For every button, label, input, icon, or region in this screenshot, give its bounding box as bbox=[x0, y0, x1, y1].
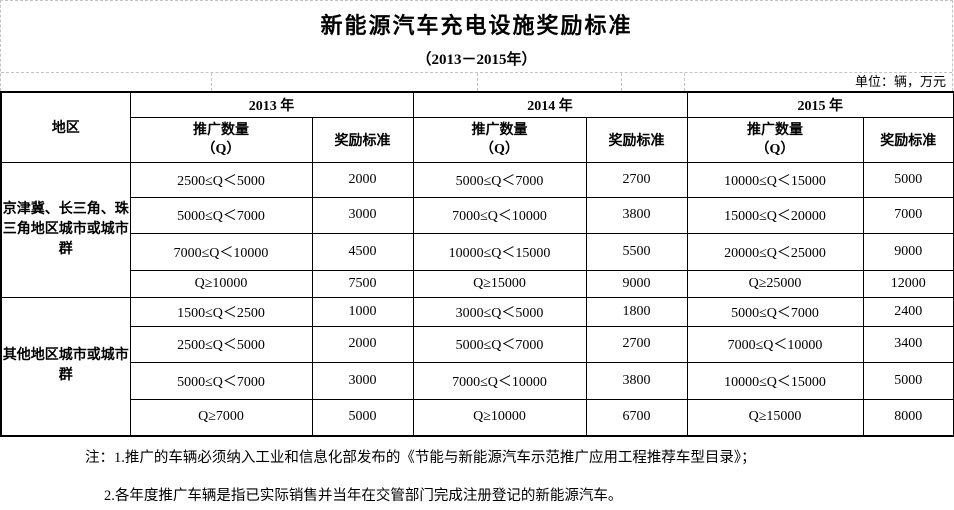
qty-range-cell: 1500≤Q＜2500 bbox=[129, 296, 313, 327]
table-row: 京津冀、长三角、珠三角地区城市或城市群 2500≤Q＜5000 2000 500… bbox=[0, 161, 954, 298]
table-row: Q≥7000 5000 Q≥10000 6700 Q≥15000 8000 bbox=[1, 398, 954, 437]
reward-standard-table: 地区 2013 年 2014 年 2015 年 推广数量 （Q） 奖励标准 推广… bbox=[0, 91, 954, 437]
qty-range-cell: 20000≤Q＜25000 bbox=[686, 232, 864, 271]
year-header-2014: 2014 年 bbox=[412, 91, 688, 118]
qty-header-symbol: （Q） bbox=[480, 141, 519, 157]
table-row: 7000≤Q＜10000 4500 10000≤Q＜15000 5500 200… bbox=[1, 232, 954, 271]
qty-range-cell: 7000≤Q＜10000 bbox=[686, 325, 864, 363]
qty-range-cell: 5000≤Q＜7000 bbox=[412, 161, 587, 198]
region-cell-other-regions: 其他地区城市或城市群 bbox=[0, 296, 131, 437]
qty-range-cell: Q≥15000 bbox=[412, 269, 587, 298]
region-cell-key-regions: 京津冀、长三角、珠三角地区城市或城市群 bbox=[0, 161, 131, 298]
table-row: 2500≤Q＜5000 2000 5000≤Q＜7000 2700 7000≤Q… bbox=[1, 325, 954, 363]
hidden-gridline bbox=[211, 73, 212, 91]
qty-range-cell: 7000≤Q＜10000 bbox=[129, 232, 313, 271]
reward-cell: 1800 bbox=[585, 296, 688, 327]
reward-cell: 3000 bbox=[311, 196, 414, 234]
reward-cell: 5000 bbox=[862, 361, 954, 400]
reward-cell: 2000 bbox=[311, 161, 414, 198]
unit-row: 单位：辆，万元 bbox=[1, 73, 952, 91]
hidden-gridline bbox=[621, 73, 622, 91]
qty-range-cell: Q≥7000 bbox=[129, 398, 313, 437]
qty-header-label: 推广数量 bbox=[471, 122, 528, 138]
reward-header-2014: 奖励标准 bbox=[585, 116, 688, 163]
page-subtitle: （2013－2015年） bbox=[416, 52, 537, 68]
page-title: 新能源汽车充电设施奖励标准 bbox=[320, 13, 633, 38]
reward-cell: 7500 bbox=[311, 269, 414, 298]
reward-cell: 5000 bbox=[311, 398, 414, 437]
reward-cell: 7000 bbox=[862, 196, 954, 234]
qty-range-cell: Q≥10000 bbox=[412, 398, 587, 437]
reward-cell: 2000 bbox=[311, 325, 414, 363]
reward-cell: 2700 bbox=[585, 325, 688, 363]
reward-header-2015: 奖励标准 bbox=[862, 116, 954, 163]
qty-range-cell: Q≥15000 bbox=[686, 398, 864, 437]
reward-header-2013: 奖励标准 bbox=[311, 116, 414, 163]
reward-cell: 8000 bbox=[862, 398, 954, 437]
reward-cell: 2400 bbox=[862, 296, 954, 327]
table-row: 5000≤Q＜7000 3000 7000≤Q＜10000 3800 15000… bbox=[1, 196, 954, 234]
year-header-2015: 2015 年 bbox=[686, 91, 954, 118]
qty-range-cell: 10000≤Q＜15000 bbox=[412, 232, 587, 271]
qty-range-cell: 7000≤Q＜10000 bbox=[412, 361, 587, 400]
reward-cell: 6700 bbox=[585, 398, 688, 437]
reward-cell: 12000 bbox=[862, 269, 954, 298]
footnote-2: 2.各年度推广车辆是指已实际销售并当年在交管部门完成注册登记的新能源汽车。 bbox=[104, 488, 623, 504]
qty-header-2013: 推广数量 （Q） bbox=[129, 116, 313, 163]
qty-range-cell: 5000≤Q＜7000 bbox=[129, 196, 313, 234]
reward-cell: 2700 bbox=[585, 161, 688, 198]
qty-range-cell: Q≥25000 bbox=[686, 269, 864, 298]
qty-header-symbol: （Q） bbox=[201, 141, 241, 157]
qty-header-symbol: （Q） bbox=[755, 141, 795, 157]
title-area: 新能源汽车充电设施奖励标准 （2013－2015年） bbox=[1, 1, 952, 73]
table-row: 其他地区城市或城市群 1500≤Q＜2500 1000 3000≤Q＜5000 … bbox=[0, 296, 954, 437]
qty-range-cell: 7000≤Q＜10000 bbox=[412, 196, 587, 234]
qty-header-label: 推广数量 bbox=[747, 122, 803, 138]
qty-range-cell: 10000≤Q＜15000 bbox=[686, 361, 864, 400]
footnotes: 注：1.推广的车辆必须纳入工业和信息化部发布的《节能与新能源汽车示范推广应用工程… bbox=[0, 449, 954, 505]
reward-cell: 3000 bbox=[311, 361, 414, 400]
year-header-2013: 2013 年 bbox=[129, 91, 414, 118]
reward-cell: 3400 bbox=[862, 325, 954, 363]
reward-cell: 4500 bbox=[311, 232, 414, 271]
title-block: 新能源汽车充电设施奖励标准 （2013－2015年） 单位：辆，万元 bbox=[0, 0, 953, 91]
table-row: 5000≤Q＜7000 3000 7000≤Q＜10000 3800 10000… bbox=[1, 361, 954, 400]
unit-label: 单位：辆，万元 bbox=[854, 74, 946, 89]
qty-range-cell: 2500≤Q＜5000 bbox=[129, 325, 313, 363]
reward-cell: 3800 bbox=[585, 361, 688, 400]
reward-cell: 9000 bbox=[862, 232, 954, 271]
hidden-gridline bbox=[477, 73, 478, 91]
qty-header-2015: 推广数量 （Q） bbox=[686, 116, 864, 163]
qty-range-cell: 15000≤Q＜20000 bbox=[686, 196, 864, 234]
reward-cell: 1000 bbox=[311, 296, 414, 327]
qty-range-cell: 5000≤Q＜7000 bbox=[412, 325, 587, 363]
reward-cell: 3800 bbox=[585, 196, 688, 234]
qty-range-cell: 3000≤Q＜5000 bbox=[412, 296, 587, 327]
qty-range-cell: 5000≤Q＜7000 bbox=[686, 296, 864, 327]
reward-cell: 9000 bbox=[585, 269, 688, 298]
qty-header-2014: 推广数量 （Q） bbox=[412, 116, 587, 163]
reward-cell: 5000 bbox=[862, 161, 954, 198]
qty-range-cell: 2500≤Q＜5000 bbox=[129, 161, 313, 198]
reward-cell: 5500 bbox=[585, 232, 688, 271]
footnote-1: 注：1.推广的车辆必须纳入工业和信息化部发布的《节能与新能源汽车示范推广应用工程… bbox=[85, 450, 756, 466]
qty-header-label: 推广数量 bbox=[193, 122, 249, 138]
qty-range-cell: 10000≤Q＜15000 bbox=[686, 161, 864, 198]
qty-range-cell: Q≥10000 bbox=[129, 269, 313, 298]
table-row: Q≥10000 7500 Q≥15000 9000 Q≥25000 12000 bbox=[1, 269, 954, 298]
region-header: 地区 bbox=[0, 91, 131, 163]
hidden-gridline bbox=[684, 73, 685, 91]
qty-range-cell: 5000≤Q＜7000 bbox=[129, 361, 313, 400]
